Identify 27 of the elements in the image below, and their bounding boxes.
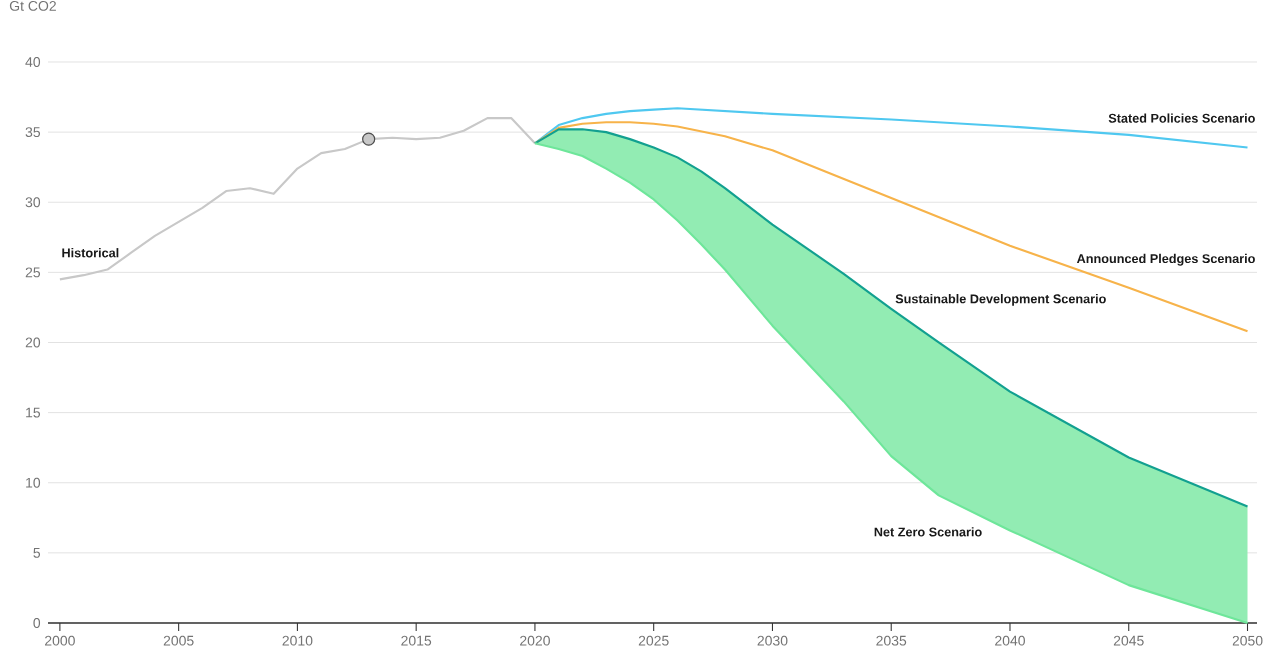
series-label: Sustainable Development Scenario: [895, 294, 1106, 306]
series-label: Historical: [62, 248, 119, 258]
x-tick-label: 2015: [401, 635, 432, 646]
series-label: Stated Policies Scenario: [1108, 113, 1255, 123]
y-axis-title: Gt CO2: [9, 0, 56, 11]
series-label: Net Zero Scenario: [874, 527, 982, 537]
y-tick-label: 35: [25, 127, 41, 138]
x-tick-label: 2030: [757, 635, 788, 646]
y-tick-label: 20: [25, 337, 41, 348]
x-tick-label: 2000: [45, 635, 75, 646]
x-tick-label: 2025: [638, 635, 669, 646]
y-tick-label: 25: [25, 267, 41, 278]
x-tick-label: 2005: [163, 635, 194, 646]
x-tick-label: 2035: [876, 635, 907, 646]
y-tick-label: 40: [25, 57, 41, 67]
y-tick-label: 15: [26, 407, 41, 418]
y-tick-label: 30: [25, 197, 41, 208]
x-tick-label: 2045: [1113, 635, 1144, 646]
x-tick-label: 2040: [995, 635, 1025, 646]
x-tick-label: 2010: [282, 635, 313, 646]
line-series: [58, 117, 536, 281]
y-tick-label: 0: [33, 618, 41, 628]
x-tick-label: 2020: [520, 635, 550, 646]
y-tick-label: 5: [33, 547, 41, 558]
x-tick-label: 2050: [1232, 635, 1263, 646]
y-tick-label: 10: [26, 477, 41, 488]
series-label: Announced Pledges Scenario: [1076, 253, 1255, 266]
